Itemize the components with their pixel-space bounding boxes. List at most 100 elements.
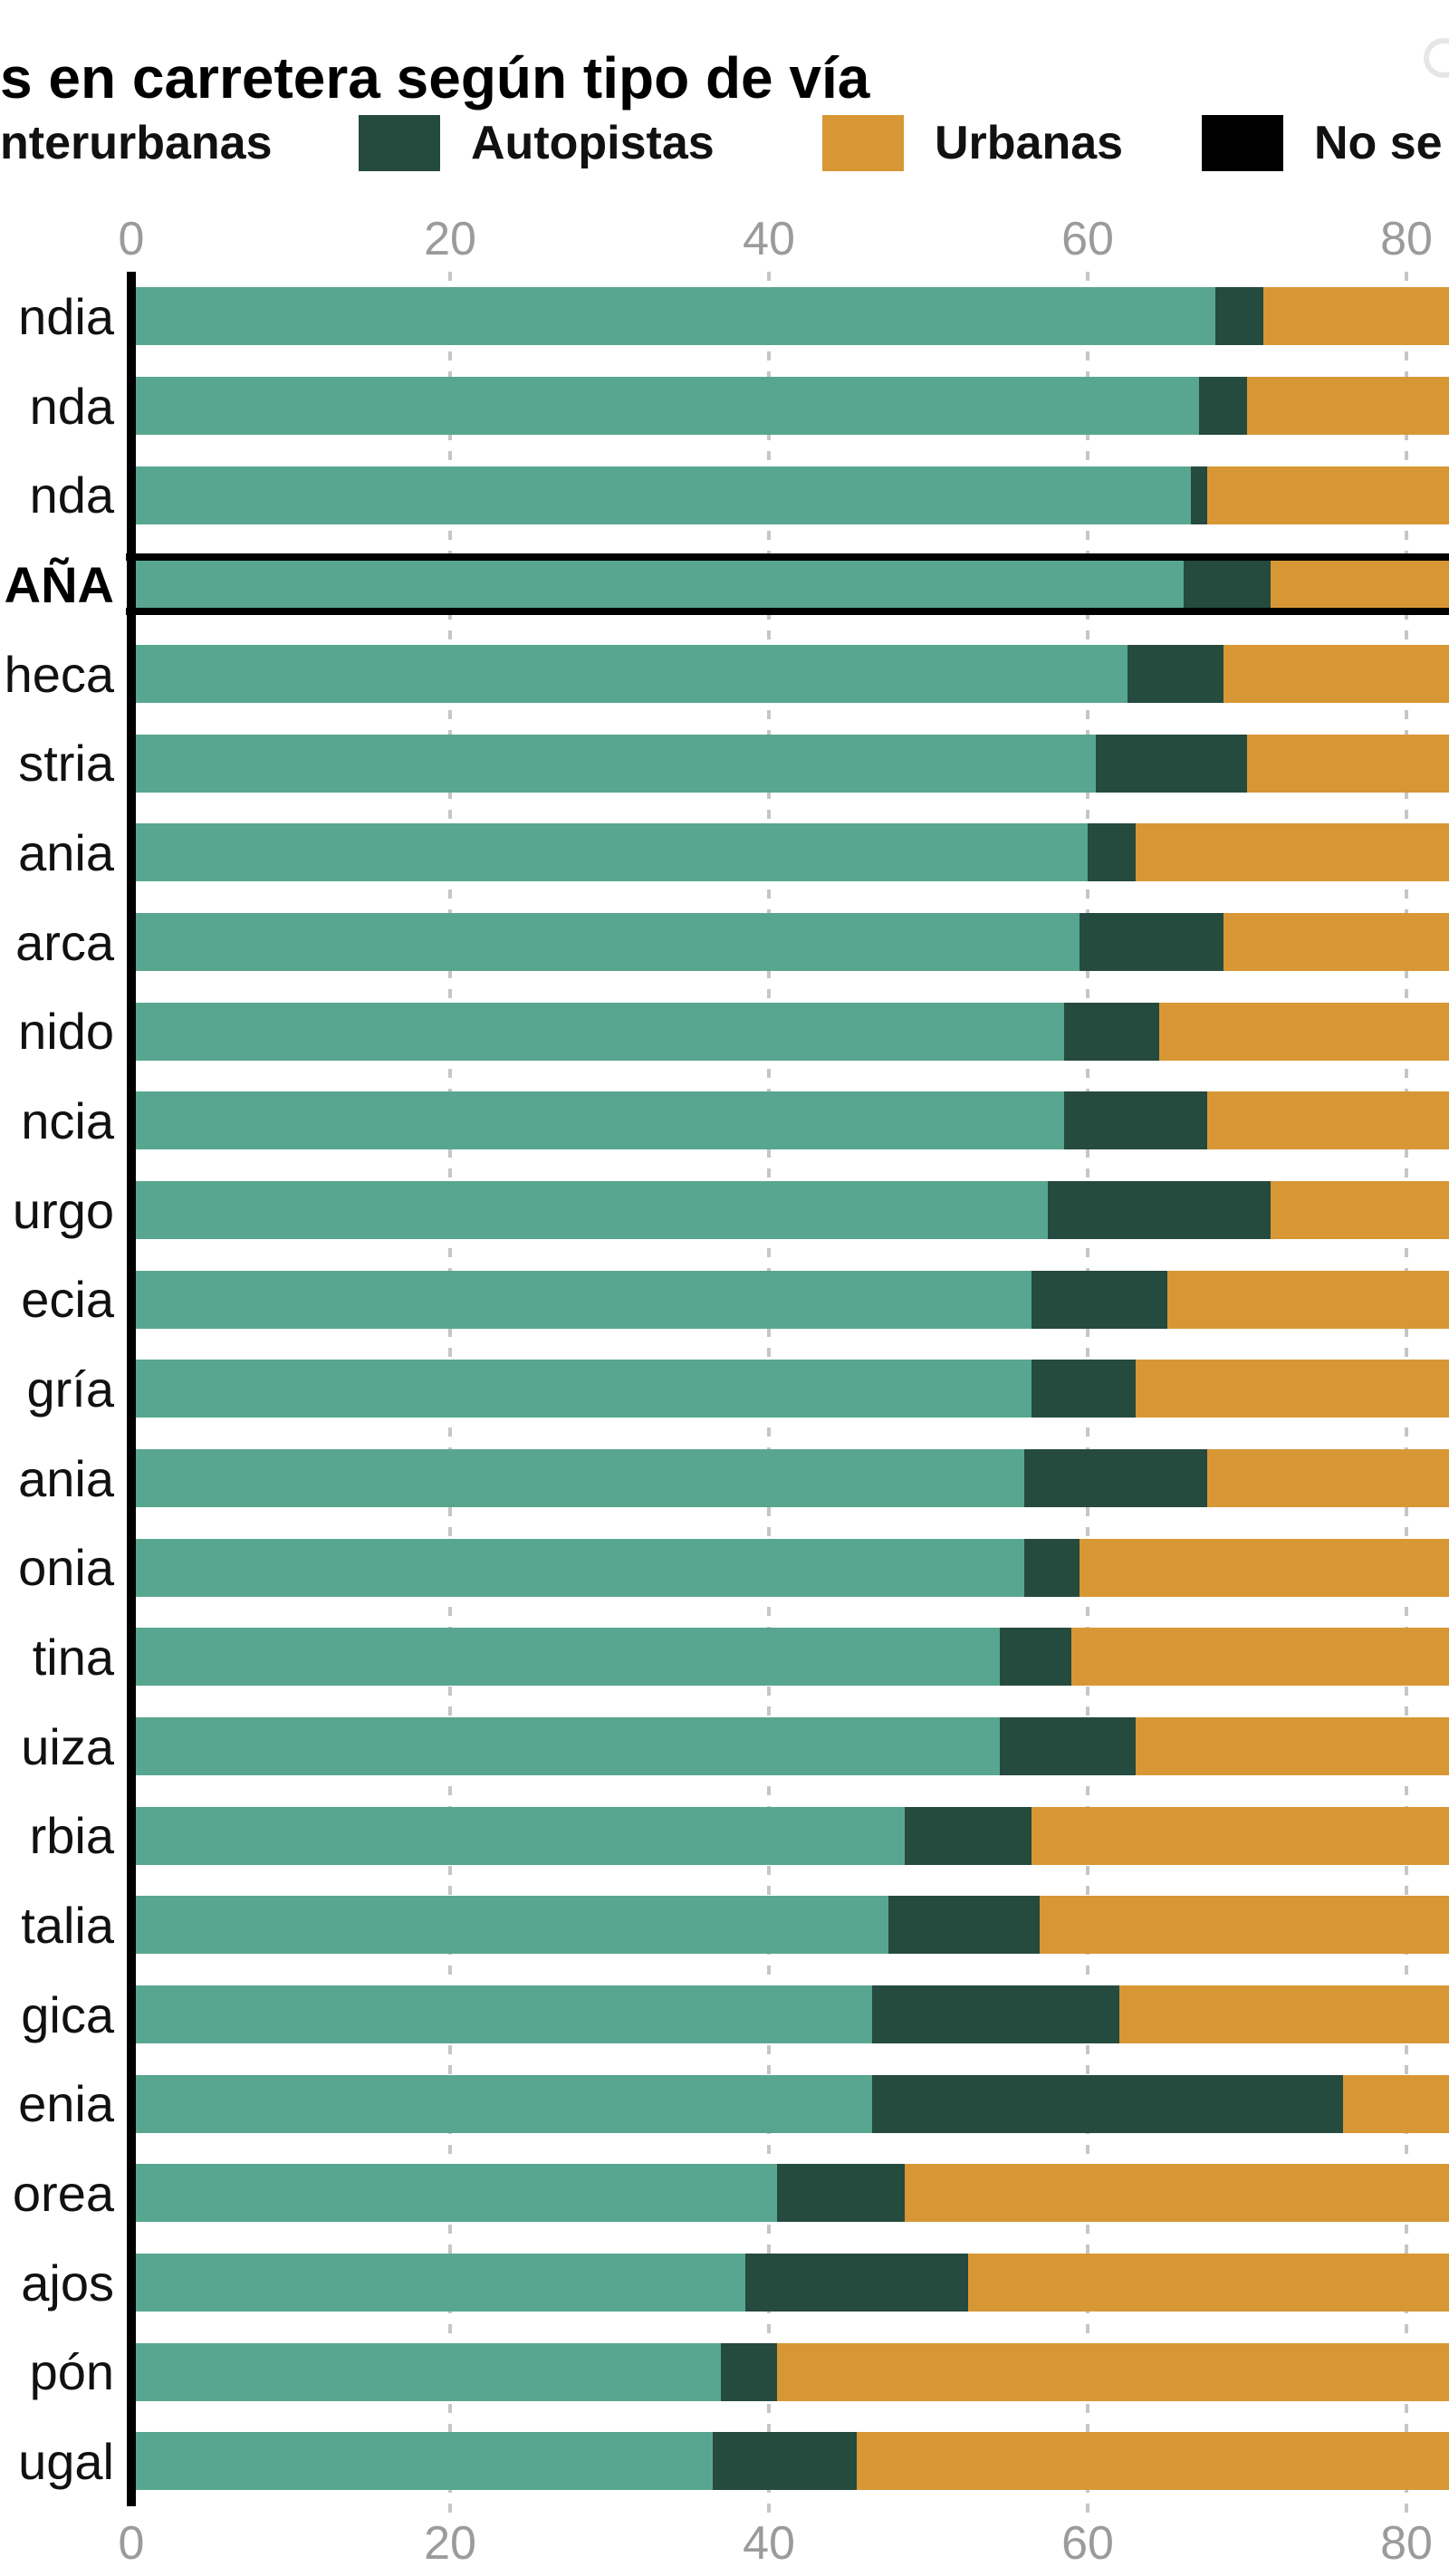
table-row: ncia (0, 1076, 1449, 1166)
bar-rows: ndia nda nda AÑA heca stria ania arca nido ncia ur… (0, 272, 1449, 2506)
bar-segment-interurbanas (136, 1896, 888, 1955)
table-row: ania (0, 1434, 1449, 1523)
legend-item: Autopistas (359, 114, 715, 172)
country-label: tina (32, 1628, 114, 1686)
bar-segment-interurbanas (136, 561, 1184, 609)
table-row: ecia (0, 1254, 1449, 1344)
stacked-bar (136, 1270, 1449, 1329)
table-row: stria (0, 718, 1449, 808)
country-label: nda (29, 377, 114, 435)
bar-segment-autopistas (1000, 1717, 1136, 1776)
country-label: gica (21, 1985, 114, 2043)
bar-segment-autopistas (1023, 1538, 1080, 1597)
country-label: pón (29, 2343, 114, 2401)
bar-segment-interurbanas (136, 1360, 1032, 1418)
bar-segment-urbanas (1032, 1806, 1449, 1865)
country-label: ania (18, 1449, 114, 1507)
bar-segment-urbanas (1246, 377, 1449, 435)
axis-tick-label: 60 (1061, 2517, 1114, 2570)
bar-segment-urbanas (1262, 287, 1449, 346)
stacked-bar (136, 1896, 1449, 1955)
bar-segment-urbanas (1135, 1717, 1449, 1776)
country-label: ania (18, 823, 114, 881)
axis-tick-label: 40 (743, 213, 795, 265)
bar-segment-autopistas (888, 1896, 1041, 1955)
country-label: stria (18, 735, 114, 793)
table-row: enia (0, 2059, 1449, 2148)
table-row: nda (0, 361, 1449, 451)
bar-segment-urbanas (904, 2164, 1449, 2223)
stacked-bar (136, 1806, 1449, 1865)
table-row: talia (0, 1880, 1449, 1970)
y-axis-line (127, 272, 136, 2506)
legend-swatch-icon (1202, 115, 1283, 171)
stacked-bar (136, 1717, 1449, 1776)
legend: nterurbanas Autopistas Urbanas No se (0, 114, 1449, 174)
stacked-bar (136, 1091, 1449, 1150)
table-row: orea (0, 2148, 1449, 2238)
stacked-bar (136, 1360, 1449, 1418)
bar-segment-urbanas (1135, 1360, 1449, 1418)
bar-segment-autopistas (1183, 561, 1271, 609)
bar-segment-urbanas (967, 2254, 1449, 2312)
country-label: talia (21, 1896, 114, 1954)
country-label: ndia (18, 287, 114, 345)
legend-item: Urbanas (822, 114, 1123, 172)
stacked-bar (136, 2254, 1449, 2312)
table-row: ajos (0, 2238, 1449, 2328)
stacked-bar (136, 561, 1449, 609)
bar-segment-autopistas (1023, 1449, 1207, 1508)
country-label: ecia (21, 1271, 114, 1329)
legend-item: nterurbanas (0, 114, 273, 172)
bar-segment-interurbanas (136, 377, 1200, 435)
axis-tick-label: 80 (1380, 213, 1433, 265)
axis-tick-label: 80 (1380, 2517, 1433, 2570)
bar-segment-autopistas (872, 2074, 1343, 2133)
bar-segment-interurbanas (136, 1181, 1048, 1240)
country-label: ncia (21, 1091, 114, 1149)
chart-title: s en carretera según tipo de vía (0, 44, 870, 111)
bar-segment-interurbanas (136, 2164, 777, 2223)
stacked-bar (136, 2432, 1449, 2491)
bar-segment-interurbanas (136, 1002, 1064, 1061)
stacked-bar (136, 1538, 1449, 1597)
legend-label: nterurbanas (0, 117, 273, 169)
bar-segment-autopistas (1032, 1360, 1136, 1418)
country-label: gría (26, 1360, 115, 1418)
axis-tick-label: 0 (118, 2517, 145, 2570)
country-label: heca (4, 645, 114, 703)
bar-segment-interurbanas (136, 1806, 905, 1865)
bar-segment-interurbanas (136, 2074, 873, 2133)
country-label: onia (18, 1539, 114, 1597)
cropped-corner-glyph (1424, 38, 1449, 78)
bar-segment-autopistas (1063, 1091, 1207, 1150)
bar-segment-urbanas (856, 2432, 1449, 2491)
stacked-bar (136, 2164, 1449, 2223)
axis-tick-label: 20 (424, 213, 476, 265)
stacked-bar (136, 823, 1449, 882)
bar-segment-interurbanas (136, 1270, 1032, 1329)
bar-segment-interurbanas (136, 2342, 722, 2401)
table-row: gica (0, 1970, 1449, 2060)
country-label: AÑA (4, 555, 114, 613)
bar-segment-autopistas (1191, 466, 1207, 524)
country-label: nido (18, 1003, 114, 1061)
bar-segment-autopistas (1199, 377, 1247, 435)
stacked-bar (136, 734, 1449, 793)
bar-segment-interurbanas (136, 734, 1096, 793)
bar-segment-urbanas (1342, 2074, 1449, 2133)
bar-segment-autopistas (1080, 913, 1223, 972)
country-label: rbia (29, 1807, 114, 1865)
bar-segment-urbanas (1206, 1449, 1449, 1508)
table-row: tina (0, 1612, 1449, 1702)
bar-segment-urbanas (1206, 1091, 1449, 1150)
country-label: orea (12, 2164, 114, 2222)
stacked-bar (136, 1628, 1449, 1687)
table-row: onia (0, 1523, 1449, 1612)
bar-segment-urbanas (1206, 466, 1449, 524)
legend-label: Urbanas (935, 117, 1124, 169)
country-label: nda (29, 466, 114, 524)
legend-item: No se (1202, 114, 1443, 172)
bar-segment-autopistas (721, 2342, 777, 2401)
